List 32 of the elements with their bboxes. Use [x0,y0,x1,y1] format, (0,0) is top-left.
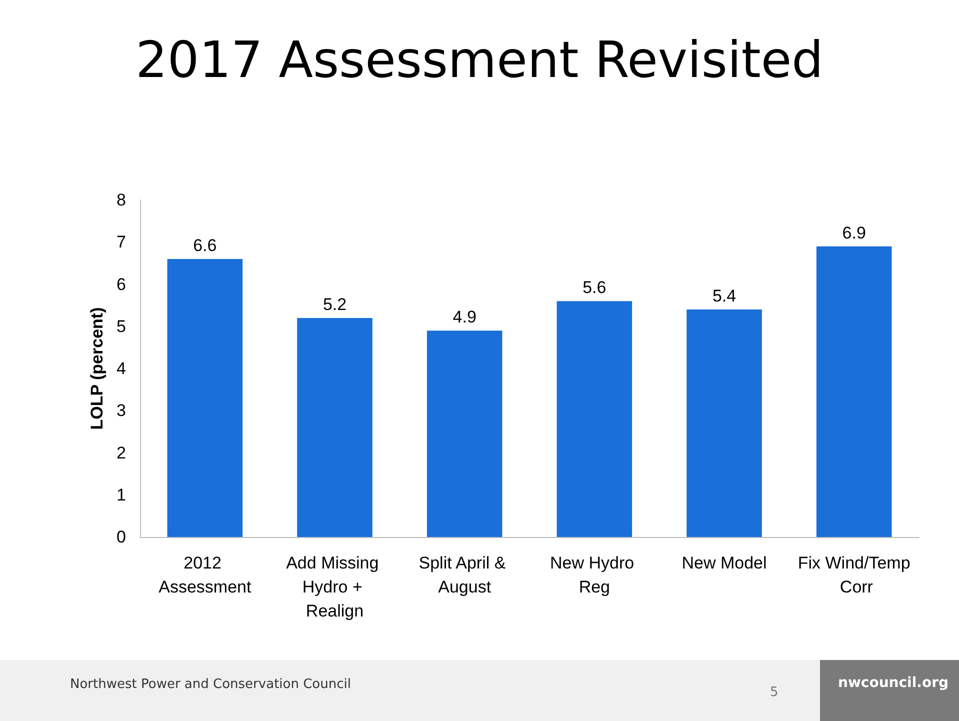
data-label: 5.2 [322,294,347,314]
y-tick-label: 6 [116,274,126,294]
x-tick-label: Fix Wind/Temp Corr [798,554,910,596]
data-label: 4.9 [452,308,476,327]
y-tick-label: 7 [116,232,126,252]
bar [297,318,372,537]
data-label: 6.9 [842,223,866,242]
y-tick-label: 2 [116,443,126,462]
x-tick-label: Add Missing Hydro + Realign [286,554,384,620]
y-tick-label: 1 [116,485,126,504]
x-tick-label: 2012 Assessment [158,554,252,596]
bar [686,310,762,537]
x-tick-label: Split April & August [418,554,510,596]
bar [556,301,632,537]
y-tick-label: 4 [116,359,126,378]
data-label: 6.6 [193,236,217,255]
data-label: 5.6 [582,278,606,298]
y-tick-label: 8 [116,190,126,210]
text: 5 [770,685,778,700]
x-tick-label: New Hydro Reg [550,554,639,596]
bar [167,258,243,537]
x-tick-label: New Model [682,554,767,572]
y-tick-label: 0 [116,528,126,546]
y-tick-label: 3 [116,401,126,420]
text: nwcouncil.org [838,675,949,691]
bar [426,330,502,537]
y-tick-label: 5 [116,316,126,336]
bar [816,246,892,537]
data-label: 5.4 [712,286,736,306]
y-axis-title: LOLP (percent) [88,307,107,430]
chart-title: 2017 Assessment Revisited [136,31,824,89]
text: Northwest Power and Conservation Council [70,677,351,692]
